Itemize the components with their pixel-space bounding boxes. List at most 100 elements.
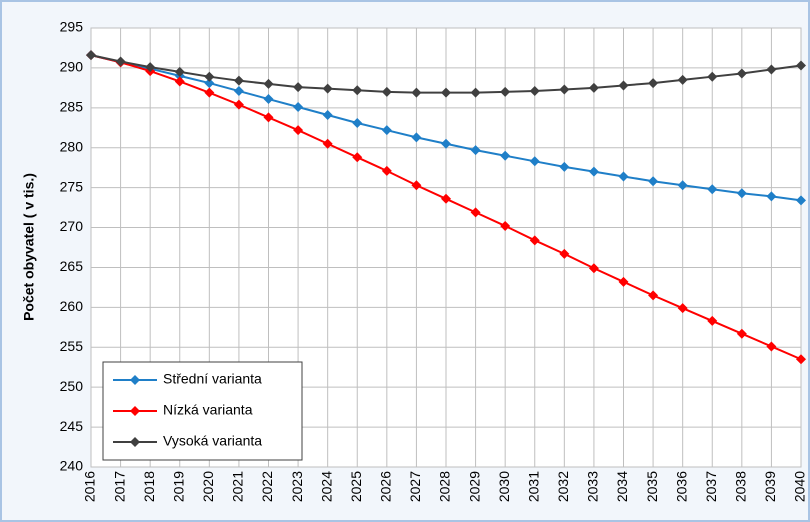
legend-label: Vysoká varianta xyxy=(163,433,262,449)
marker xyxy=(648,176,659,187)
x-tick-label: 2017 xyxy=(111,471,127,502)
marker xyxy=(677,180,688,191)
marker xyxy=(352,85,363,96)
marker xyxy=(115,56,126,67)
marker xyxy=(648,78,659,89)
y-tick-label: 250 xyxy=(60,378,84,394)
marker xyxy=(322,110,333,121)
y-tick-label: 245 xyxy=(60,418,84,434)
marker xyxy=(411,180,422,191)
x-tick-label: 2028 xyxy=(437,471,453,502)
marker xyxy=(559,84,570,95)
x-tick-label: 2027 xyxy=(407,471,423,502)
marker xyxy=(352,152,363,163)
x-tick-label: 2037 xyxy=(703,471,719,502)
marker xyxy=(470,87,481,98)
marker xyxy=(736,68,747,79)
marker xyxy=(233,99,244,110)
x-tick-label: 2036 xyxy=(673,471,689,502)
marker xyxy=(588,82,599,93)
marker xyxy=(707,315,718,326)
marker xyxy=(529,156,540,167)
x-tick-label: 2024 xyxy=(318,471,334,502)
x-tick-label: 2034 xyxy=(614,471,630,502)
marker xyxy=(559,248,570,259)
y-tick-label: 270 xyxy=(60,218,84,234)
marker xyxy=(204,71,215,82)
y-tick-label: 255 xyxy=(60,338,84,354)
marker xyxy=(204,87,215,98)
marker xyxy=(263,94,274,105)
x-tick-label: 2023 xyxy=(289,471,305,502)
marker xyxy=(618,276,629,287)
marker xyxy=(588,263,599,274)
marker xyxy=(263,78,274,89)
marker xyxy=(381,165,392,176)
x-tick-label: 2021 xyxy=(230,471,246,502)
marker xyxy=(322,138,333,149)
marker xyxy=(707,71,718,82)
legend-label: Nízká varianta xyxy=(163,402,253,418)
marker xyxy=(145,62,156,73)
y-tick-label: 295 xyxy=(60,19,84,35)
marker xyxy=(86,50,96,61)
marker xyxy=(233,75,244,86)
y-tick-label: 265 xyxy=(60,258,84,274)
legend-marker xyxy=(130,406,140,416)
marker xyxy=(470,207,481,218)
marker xyxy=(559,161,570,172)
marker xyxy=(736,328,747,339)
x-tick-label: 2038 xyxy=(733,471,749,502)
x-tick-label: 2033 xyxy=(585,471,601,502)
marker xyxy=(441,193,451,204)
x-tick-label: 2018 xyxy=(141,471,157,502)
x-tick-label: 2040 xyxy=(792,471,808,502)
marker xyxy=(204,78,215,89)
marker xyxy=(677,303,688,314)
x-tick-label: 2035 xyxy=(644,471,660,502)
marker xyxy=(263,112,274,123)
marker xyxy=(293,102,304,113)
x-tick-label: 2016 xyxy=(82,471,98,502)
x-tick-label: 2020 xyxy=(200,471,216,502)
marker xyxy=(648,290,659,301)
marker xyxy=(766,64,777,75)
marker xyxy=(441,138,451,149)
marker xyxy=(529,235,540,246)
legend-marker xyxy=(130,375,140,385)
marker xyxy=(233,86,244,97)
marker xyxy=(707,184,718,195)
y-tick-label: 290 xyxy=(60,59,84,75)
y-tick-label: 260 xyxy=(60,298,84,314)
x-tick-label: 2031 xyxy=(525,471,541,502)
x-tick-label: 2026 xyxy=(378,471,394,502)
marker xyxy=(441,87,451,98)
marker xyxy=(618,80,629,91)
legend-marker xyxy=(130,437,140,447)
x-tick-label: 2019 xyxy=(170,471,186,502)
x-tick-label: 2022 xyxy=(259,471,275,502)
marker xyxy=(293,82,304,93)
marker xyxy=(352,117,363,128)
y-axis-label: Počet obyvatel ( v tis.) xyxy=(21,173,37,321)
marker xyxy=(500,150,511,161)
marker xyxy=(174,66,185,77)
x-tick-label: 2039 xyxy=(762,471,778,502)
y-tick-label: 285 xyxy=(60,99,84,115)
marker xyxy=(322,83,333,94)
marker xyxy=(411,132,422,143)
marker xyxy=(677,74,688,85)
marker xyxy=(766,191,777,202)
marker xyxy=(293,125,304,136)
marker xyxy=(500,86,511,97)
y-tick-label: 240 xyxy=(60,458,84,474)
x-tick-label: 2032 xyxy=(555,471,571,502)
marker xyxy=(470,145,481,156)
y-tick-label: 275 xyxy=(60,178,84,194)
marker xyxy=(174,76,185,87)
legend-label: Střední varianta xyxy=(163,371,262,387)
marker xyxy=(381,86,392,97)
marker xyxy=(529,86,540,97)
